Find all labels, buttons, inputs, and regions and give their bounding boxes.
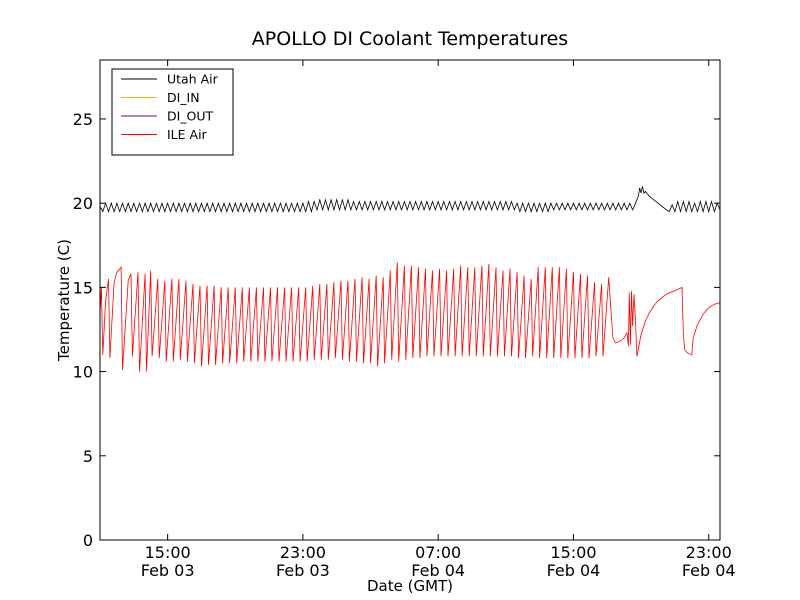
y-axis: 0 5 10 15 20 25 [73, 110, 720, 550]
x-tick-date-2: Feb 04 [411, 561, 465, 580]
series-line-0 [99, 186, 721, 214]
chart-title: APOLLO DI Coolant Temperatures [252, 28, 568, 50]
plot-series [99, 186, 721, 372]
x-tick-time-2: 07:00 [415, 543, 461, 562]
series-line-3 [99, 262, 721, 372]
y-axis-title: Temperature (C) [55, 239, 73, 362]
y-tick-label-3: 15 [73, 278, 93, 297]
x-tick-time-4: 23:00 [686, 543, 732, 562]
y-tick-label-1: 5 [83, 447, 93, 466]
legend-label-1: DI_IN [167, 90, 200, 105]
y-tick-label-4: 20 [73, 194, 93, 213]
y-tick-label-5: 25 [73, 110, 93, 129]
y-tick-label-0: 0 [83, 531, 93, 550]
x-tick-date-3: Feb 04 [547, 561, 601, 580]
x-axis-title: Date (GMT) [367, 577, 453, 595]
legend: Utah Air DI_IN DI_OUT ILE Air [111, 68, 234, 156]
x-tick-time-1: 23:00 [280, 543, 326, 562]
legend-label-2: DI_OUT [167, 109, 214, 124]
legend-label-0: Utah Air [167, 72, 219, 87]
y-tick-label-2: 10 [73, 363, 93, 382]
x-tick-time-0: 15:00 [145, 543, 191, 562]
legend-label-3: ILE Air [167, 127, 208, 142]
plot-frame [99, 59, 721, 541]
x-tick-time-3: 15:00 [550, 543, 596, 562]
x-tick-date-0: Feb 03 [141, 561, 195, 580]
legend-box [111, 68, 234, 156]
x-tick-date-4: Feb 04 [682, 561, 736, 580]
x-tick-date-1: Feb 03 [276, 561, 330, 580]
